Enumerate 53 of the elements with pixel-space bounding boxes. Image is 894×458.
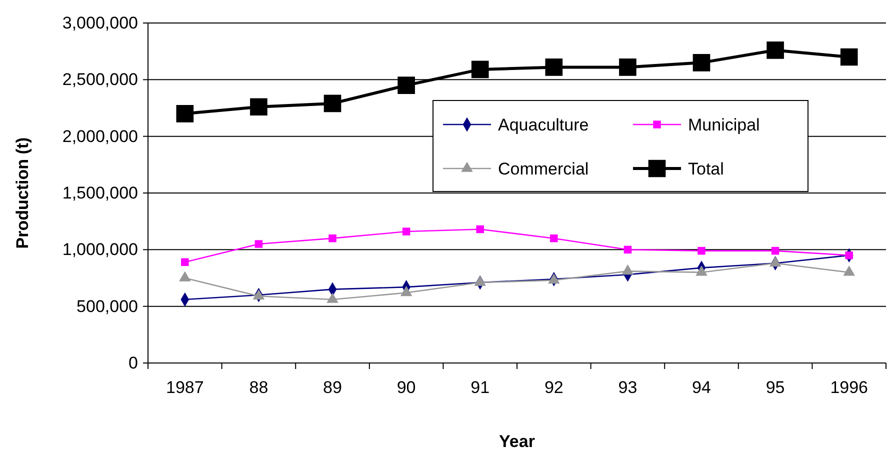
x-tick-label: 91 [470, 378, 490, 398]
x-tick-label: 89 [323, 378, 342, 398]
point [619, 58, 636, 76]
legend-label: Total [688, 160, 724, 178]
y-tick-label: 1,000,000 [62, 240, 138, 260]
point [766, 42, 784, 59]
point [176, 105, 194, 122]
point [545, 58, 563, 76]
point [328, 234, 336, 242]
point [548, 273, 560, 284]
point [698, 246, 706, 255]
y-tick-label: 0 [128, 353, 138, 372]
legend-label: Aquaculture [498, 116, 589, 134]
x-tick-label: 92 [544, 378, 564, 398]
point [398, 76, 415, 94]
point [476, 225, 484, 234]
point [326, 292, 338, 303]
point [471, 60, 489, 78]
point [843, 266, 855, 276]
point [622, 264, 634, 275]
x-tick-label: 94 [692, 378, 711, 398]
point [550, 234, 558, 242]
legend-label: Commercial [498, 160, 589, 178]
point [845, 251, 853, 260]
x-tick-label: 95 [766, 378, 785, 398]
point [400, 286, 412, 296]
point [250, 98, 268, 116]
y-tick-label: 2,500,000 [62, 70, 138, 90]
point [324, 94, 342, 112]
y-axis-title: Production (t) [13, 137, 32, 249]
point [696, 266, 708, 276]
x-tick-label: 1996 [830, 378, 868, 398]
point [840, 48, 858, 66]
x-axis-title: Year [499, 432, 536, 451]
point [769, 256, 782, 267]
y-tick-label: 500,000 [76, 296, 138, 316]
point [624, 246, 632, 254]
y-tick-label: 2,000,000 [62, 126, 138, 146]
point [402, 228, 410, 236]
point [179, 271, 191, 282]
point [474, 276, 486, 286]
x-tick-label: 90 [396, 378, 416, 398]
point [252, 289, 265, 300]
point [181, 258, 189, 266]
point [771, 246, 780, 255]
y-tick-label: 1,500,000 [62, 183, 138, 202]
y-tick-label: 3,000,000 [62, 13, 138, 32]
legend-label: Municipal [688, 116, 760, 134]
point [692, 54, 710, 72]
point [254, 240, 263, 248]
x-tick-label: 93 [618, 378, 638, 398]
x-tick-label: 88 [249, 378, 268, 398]
x-tick-label: 1987 [166, 378, 204, 398]
